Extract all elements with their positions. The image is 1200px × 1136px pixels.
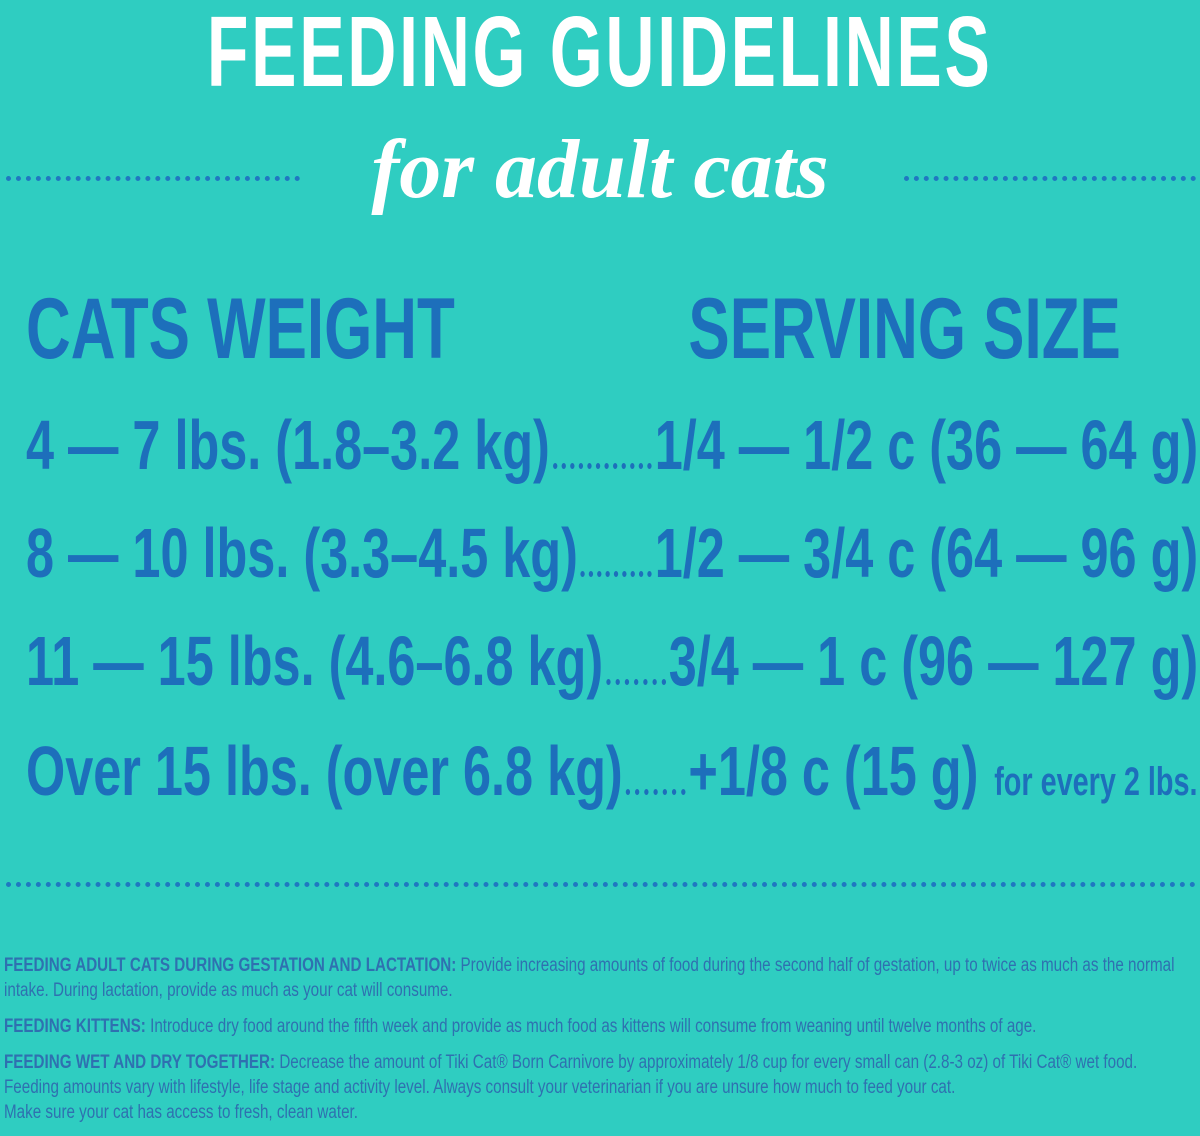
serving-text: +1/8 c (15 g) bbox=[688, 732, 979, 810]
table-row: 4 — 7 lbs. (1.8–3.2 kg) 1/4 — 1/2 c (36 —… bbox=[26, 405, 1198, 485]
note: FEEDING WET AND DRY TOGETHER: Decrease t… bbox=[4, 1050, 1186, 1125]
serving-text: 1/4 — 1/2 c (36 — 64 g) bbox=[654, 406, 1199, 484]
title-text: FEEDING GUIDELINES bbox=[207, 0, 993, 108]
note-line: Feeding amounts vary with lifestyle, lif… bbox=[4, 1077, 956, 1098]
dot-leader bbox=[606, 679, 666, 685]
note: FEEDING KITTENS: Introduce dry food arou… bbox=[4, 1014, 1186, 1039]
weight-cell: 11 — 15 lbs. (4.6–6.8 kg) bbox=[26, 621, 669, 701]
divider bbox=[6, 882, 1196, 887]
header-text: SERVING SIZE bbox=[688, 281, 1121, 377]
divider bbox=[904, 176, 1196, 181]
header-text: CATS WEIGHT bbox=[26, 281, 455, 377]
serving-note: for every 2 lbs. bbox=[994, 760, 1198, 804]
table-header: CATS WEIGHT SERVING SIZE bbox=[26, 280, 1198, 379]
note-label: FEEDING ADULT CATS DURING GESTATION AND … bbox=[4, 955, 457, 976]
note-text: Provide increasing amounts of food durin… bbox=[4, 955, 1175, 1001]
weight-cell: 4 — 7 lbs. (1.8–3.2 kg) bbox=[26, 405, 655, 485]
weight-text: 11 — 15 lbs. (4.6–6.8 kg) bbox=[26, 622, 604, 700]
note: FEEDING ADULT CATS DURING GESTATION AND … bbox=[4, 953, 1186, 1003]
note-label: FEEDING WET AND DRY TOGETHER: bbox=[4, 1052, 276, 1073]
note-label: FEEDING KITTENS: bbox=[4, 1016, 146, 1037]
note-line: Make sure your cat has access to fresh, … bbox=[4, 1102, 358, 1123]
serving-text: 1/2 — 3/4 c (64 — 96 g) bbox=[654, 514, 1199, 592]
weight-cell: 8 — 10 lbs. (3.3–4.5 kg) bbox=[26, 513, 655, 593]
weight-text: 8 — 10 lbs. (3.3–4.5 kg) bbox=[26, 514, 578, 592]
weight-cell: Over 15 lbs. (over 6.8 kg) bbox=[26, 731, 688, 811]
title: FEEDING GUIDELINES bbox=[0, 2, 1200, 102]
note-text: Introduce dry food around the fifth week… bbox=[150, 1016, 1037, 1037]
header-cell: CATS WEIGHT bbox=[26, 280, 688, 379]
notes: FEEDING ADULT CATS DURING GESTATION AND … bbox=[4, 953, 1186, 1136]
dot-leader bbox=[552, 463, 652, 469]
weight-text: Over 15 lbs. (over 6.8 kg) bbox=[26, 732, 623, 810]
note-text: Decrease the amount of Tiki Cat® Born Ca… bbox=[279, 1052, 1138, 1073]
dot-leader bbox=[625, 789, 686, 795]
table-row: 11 — 15 lbs. (4.6–6.8 kg) 3/4 — 1 c (96 —… bbox=[26, 621, 1198, 701]
dot-leader bbox=[580, 571, 652, 577]
table-row: Over 15 lbs. (over 6.8 kg) +1/8 c (15 g) f… bbox=[26, 731, 1198, 811]
weight-text: 4 — 7 lbs. (1.8–3.2 kg) bbox=[26, 406, 550, 484]
serving-text: 3/4 — 1 c (96 — 127 g) bbox=[668, 622, 1199, 700]
table-row: 8 — 10 lbs. (3.3–4.5 kg) 1/2 — 3/4 c (64 … bbox=[26, 513, 1198, 593]
divider bbox=[6, 176, 300, 181]
subtitle: for adult cats bbox=[371, 123, 829, 216]
